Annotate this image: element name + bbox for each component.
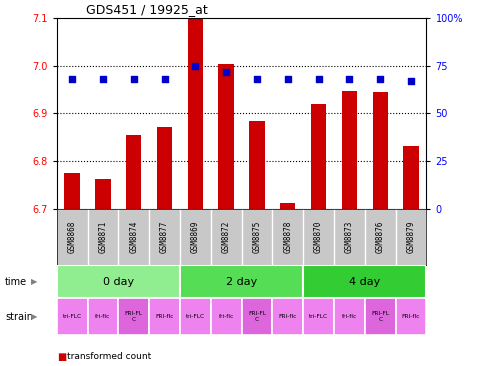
Text: ▶: ▶ [31,277,37,286]
Text: GSM8869: GSM8869 [191,221,200,253]
Bar [280,203,295,366]
Text: FRI-flc: FRI-flc [155,314,174,319]
Bar [395,298,426,335]
Text: FRI-FL
C: FRI-FL C [248,311,266,322]
Bar [180,265,303,298]
Text: tri-FLC: tri-FLC [309,314,328,319]
Point [376,76,384,82]
Bar [311,104,326,366]
Bar [180,298,211,335]
Text: GSM8876: GSM8876 [376,221,385,253]
Text: GSM8875: GSM8875 [252,221,261,253]
Bar [303,265,426,298]
Point [68,76,76,82]
Bar [65,173,80,366]
Bar [95,179,110,366]
Text: strain: strain [5,311,33,322]
Point [222,69,230,75]
Text: 2 day: 2 day [226,277,257,287]
Point [161,76,169,82]
Bar [126,135,141,366]
Bar [218,64,234,366]
Text: FRI-flc: FRI-flc [279,314,297,319]
Text: GSM8877: GSM8877 [160,221,169,253]
Point [407,78,415,84]
Text: GSM8870: GSM8870 [314,221,323,253]
Point [191,63,199,69]
Point [253,76,261,82]
Bar [211,298,242,335]
Bar [249,121,265,366]
Text: GSM8868: GSM8868 [68,221,76,253]
Bar [118,298,149,335]
Text: FRI-FL
C: FRI-FL C [125,311,143,322]
Bar [272,298,303,335]
Text: fri-flc: fri-flc [218,314,234,319]
Text: 4 day: 4 day [349,277,381,287]
Text: FRI-FL
C: FRI-FL C [371,311,389,322]
Bar [373,92,388,366]
Point [130,76,138,82]
Text: GSM8879: GSM8879 [407,221,416,253]
Text: ■: ■ [57,352,66,362]
Text: GSM8873: GSM8873 [345,221,354,253]
Text: GDS451 / 19925_at: GDS451 / 19925_at [86,3,208,16]
Text: tri-FLC: tri-FLC [63,314,82,319]
Text: GSM8872: GSM8872 [222,221,231,253]
Text: GSM8871: GSM8871 [99,221,107,253]
Point [315,76,322,82]
Bar [57,265,180,298]
Bar [342,91,357,366]
Bar [334,298,365,335]
Text: GSM8878: GSM8878 [283,221,292,253]
Text: ▶: ▶ [31,312,37,321]
Bar [88,298,118,335]
Text: FRI-flc: FRI-flc [402,314,420,319]
Point [99,76,107,82]
Bar [149,298,180,335]
Text: fri-flc: fri-flc [95,314,110,319]
Point [346,76,353,82]
Text: transformed count: transformed count [67,352,151,361]
Bar [242,298,272,335]
Bar [303,298,334,335]
Text: GSM8874: GSM8874 [129,221,138,253]
Bar [157,127,172,366]
Text: time: time [5,277,27,287]
Bar [57,298,88,335]
Text: fri-flc: fri-flc [342,314,357,319]
Point [284,76,292,82]
Bar [403,146,419,366]
Text: tri-FLC: tri-FLC [186,314,205,319]
Bar [188,16,203,366]
Bar [365,298,395,335]
Text: 0 day: 0 day [103,277,134,287]
